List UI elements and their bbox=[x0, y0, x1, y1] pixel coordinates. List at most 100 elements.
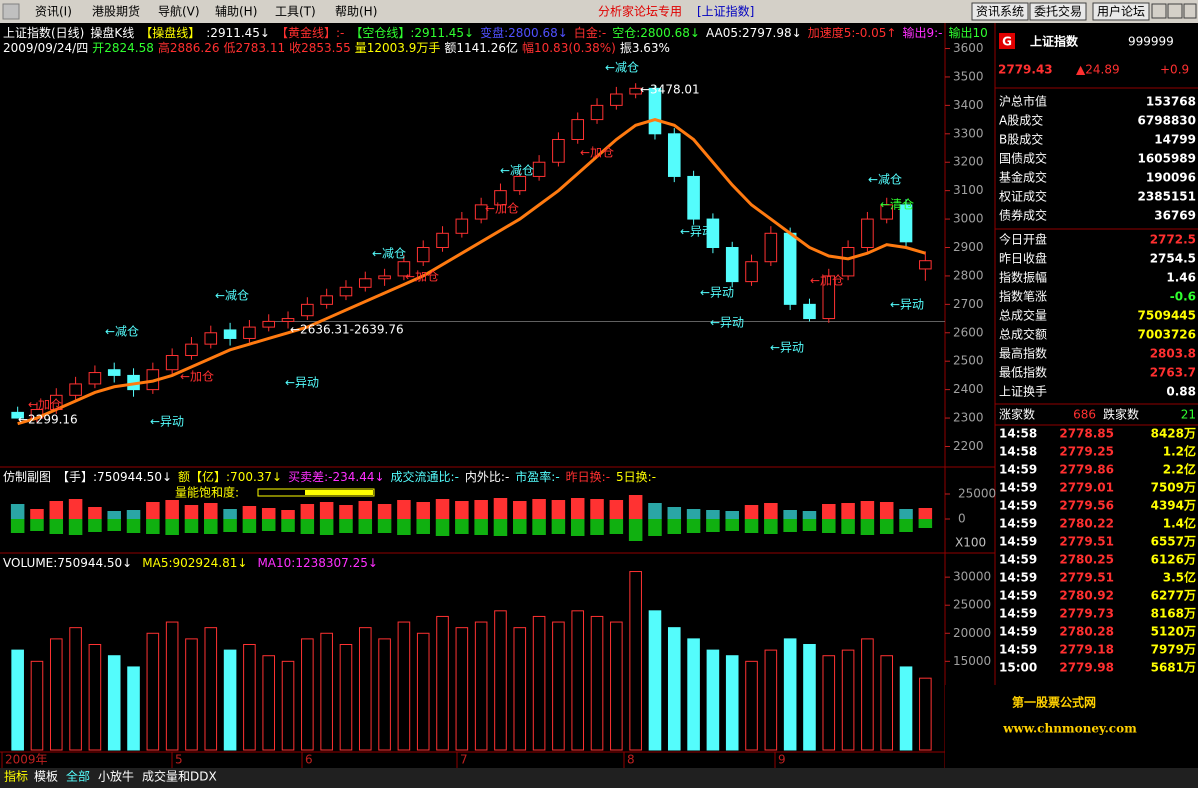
annotation: ←异动 bbox=[770, 341, 804, 355]
minimize-button[interactable] bbox=[1151, 3, 1167, 19]
annotation: ←加仓 bbox=[485, 202, 519, 216]
volume-bar bbox=[281, 660, 295, 751]
candle-body bbox=[455, 218, 469, 234]
volume-bar bbox=[262, 655, 276, 751]
quote-change-pct: +0.9 bbox=[1160, 63, 1189, 77]
volume-bar bbox=[648, 610, 662, 751]
candle-body bbox=[552, 138, 565, 163]
saturation-gauge-fill bbox=[305, 490, 373, 495]
candle-body bbox=[880, 204, 894, 220]
annotation: ←异动 bbox=[710, 316, 744, 330]
tab[interactable]: 全部 bbox=[66, 769, 90, 784]
tick-volume: 7979万 bbox=[1151, 643, 1196, 657]
restore-button[interactable] bbox=[1167, 3, 1183, 19]
watermark-bg bbox=[945, 685, 1198, 768]
tab[interactable]: 指标 bbox=[4, 769, 28, 784]
indicator-bar bbox=[88, 507, 102, 519]
badge: G bbox=[1002, 35, 1012, 49]
indicator-header-part: 买卖差:-234.44↓ bbox=[288, 470, 384, 484]
tab[interactable]: 模板 bbox=[34, 770, 58, 784]
indicator-bar bbox=[339, 505, 353, 519]
annotation: ←异动 bbox=[890, 298, 924, 312]
tick-time: 14:58 bbox=[999, 445, 1037, 459]
quote-row-value: 190096 bbox=[1146, 171, 1196, 185]
volume-bar bbox=[49, 638, 63, 751]
indicator-header-part: 市盈率:- bbox=[515, 469, 559, 484]
indicator-bar bbox=[126, 519, 141, 533]
indicator-bar bbox=[416, 519, 430, 534]
annotation: ←2299.16 bbox=[18, 413, 78, 427]
volume-bar bbox=[11, 649, 24, 751]
indicator-bar bbox=[358, 519, 373, 534]
indicator-bar bbox=[725, 519, 739, 531]
y-tick-label: 25000 bbox=[958, 487, 996, 501]
y-tick-label: 15000 bbox=[953, 654, 991, 668]
menu-button[interactable]: 委托交易 bbox=[1034, 4, 1082, 19]
menu-bar bbox=[0, 0, 1198, 23]
candle-body bbox=[11, 411, 24, 419]
candle-body bbox=[436, 232, 449, 249]
chart-header-part: 【空仓线】:2911.45↓ bbox=[350, 26, 474, 40]
indicator-header-part: 昨日换:- bbox=[566, 470, 610, 484]
tick-time: 14:59 bbox=[999, 463, 1037, 477]
indicator-bar bbox=[899, 519, 913, 532]
chart-header-part: 输出10 bbox=[949, 25, 988, 40]
tick-time: 14:59 bbox=[999, 589, 1037, 603]
menu-button[interactable]: 用户论坛 bbox=[1097, 4, 1145, 19]
indicator-header-part: 【手】:750944.50↓ bbox=[57, 470, 172, 484]
indicator-bar bbox=[879, 502, 894, 519]
volume-bar bbox=[185, 638, 198, 751]
indicator-bar bbox=[397, 519, 411, 535]
tick-time: 14:59 bbox=[999, 571, 1037, 585]
indicator-bar bbox=[725, 511, 739, 519]
indicator-bar bbox=[822, 519, 836, 533]
indicator-header-part: 5日换:- bbox=[616, 470, 656, 484]
button-frame[interactable] bbox=[1029, 2, 1087, 21]
quote-row-value: 2763.7 bbox=[1150, 366, 1196, 380]
volume-bar bbox=[783, 638, 797, 751]
menu-item[interactable]: 帮助(H) bbox=[335, 5, 377, 19]
x-tick-label: 5 bbox=[175, 753, 183, 767]
quote-row-label: 最高指数 bbox=[999, 346, 1047, 361]
candle-body bbox=[88, 372, 102, 385]
y-tick-label: 2500 bbox=[953, 354, 984, 368]
volume-bar bbox=[764, 649, 778, 751]
tab[interactable]: 小放牛 bbox=[98, 769, 134, 784]
tab[interactable]: 成交量和DDX bbox=[142, 769, 217, 784]
y-tick-label: 2300 bbox=[953, 411, 984, 425]
quote-info-part: 量12003.9万手 bbox=[355, 41, 441, 55]
candle-body bbox=[803, 303, 816, 320]
x-tick-label: 7 bbox=[460, 753, 468, 767]
close-button[interactable] bbox=[1183, 3, 1197, 19]
menu-item[interactable]: 工具(T) bbox=[275, 5, 316, 19]
button-frame[interactable] bbox=[1092, 2, 1150, 21]
menu-item[interactable]: 资讯(I) bbox=[35, 5, 72, 19]
tick-price: 2779.51 bbox=[1059, 535, 1114, 549]
indicator-bar bbox=[860, 501, 875, 519]
indicator-bar bbox=[764, 519, 778, 534]
indicator-bar bbox=[416, 502, 430, 519]
quote-row-value: 0.88 bbox=[1166, 385, 1196, 399]
indicator-bar bbox=[30, 519, 44, 531]
tick-volume: 3.5亿 bbox=[1163, 570, 1196, 585]
indicator-bar bbox=[744, 519, 759, 533]
menu-item[interactable]: 导航(V) bbox=[158, 4, 200, 19]
x-tick-label: 8 bbox=[627, 753, 635, 767]
button-frame[interactable] bbox=[971, 2, 1029, 21]
quote-row-label: 权证成交 bbox=[999, 189, 1047, 204]
menu-item[interactable]: 港股期货 bbox=[92, 4, 140, 19]
quote-info-part: 幅10.83(0.38%) bbox=[522, 40, 616, 55]
quote-info: 2009/09/24/四 开2824.58 高2886.26 低2783.11 收285… bbox=[3, 40, 670, 55]
ma-line bbox=[17, 118, 926, 426]
indicator-bar bbox=[107, 511, 121, 519]
banner-tag: [上证指数] bbox=[697, 4, 754, 19]
y-tick-label: 0 bbox=[958, 512, 966, 526]
quote-row-value: 1.46 bbox=[1166, 271, 1196, 285]
indicator-bar bbox=[783, 519, 797, 532]
menu-item[interactable]: 辅助(H) bbox=[215, 5, 257, 19]
candle-body bbox=[107, 369, 121, 376]
indicator-bar bbox=[204, 519, 218, 534]
menu-button[interactable]: 资讯系统 bbox=[976, 5, 1024, 19]
x-tick-label: 2009年 bbox=[5, 753, 48, 767]
